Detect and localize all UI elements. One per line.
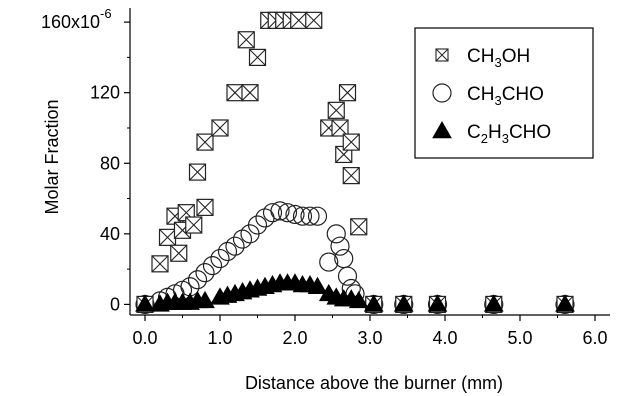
data-point	[262, 203, 283, 223]
data-point	[241, 84, 259, 102]
data-point	[393, 294, 414, 312]
x-tick-label: 5.0	[507, 328, 532, 348]
data-point	[307, 276, 328, 295]
data-point	[331, 119, 349, 137]
data-point	[290, 11, 308, 29]
data-point	[232, 229, 253, 249]
data-point	[337, 266, 358, 286]
data-point	[555, 294, 575, 312]
data-point	[135, 294, 155, 312]
x-axis-label: Distance above the burner (mm)	[245, 373, 503, 393]
chart-marks	[135, 11, 575, 315]
data-point	[185, 216, 203, 234]
chart-legend: CH3OH CH3CHO C2H3CHO	[414, 27, 594, 159]
data-point	[225, 236, 245, 256]
data-point	[338, 84, 357, 102]
data-point	[348, 290, 369, 309]
data-point	[342, 167, 360, 185]
data-point	[158, 228, 177, 246]
data-point	[188, 163, 207, 181]
data-point	[292, 206, 313, 226]
legend-entry: C2H3CHO	[467, 122, 551, 146]
data-point	[327, 101, 345, 119]
x-tick-label: 1.0	[207, 328, 232, 348]
data-point	[330, 236, 350, 256]
data-point	[210, 248, 230, 269]
series-C2H3CHO	[135, 273, 575, 312]
data-point	[277, 203, 298, 223]
data-point	[270, 201, 290, 221]
data-point	[307, 206, 328, 226]
data-point	[350, 218, 368, 236]
y-axis-label: Molar Fraction	[42, 99, 62, 214]
y-tick-label: 160x10	[41, 12, 100, 32]
data-point	[226, 84, 244, 102]
y-tick-label: 80	[100, 153, 120, 173]
data-point	[305, 11, 323, 29]
data-point	[342, 133, 360, 151]
y-tick-label: 0	[110, 294, 120, 314]
x-tick-label: 4.0	[432, 328, 457, 348]
legend-marker	[432, 83, 452, 103]
data-point	[195, 290, 215, 309]
legend-entry: CH3CHO	[467, 84, 544, 108]
data-point	[363, 294, 384, 312]
data-point	[196, 133, 214, 151]
data-point	[202, 255, 223, 276]
chart-axes: 0.0 1.0 2.0 3.0 4.0 5.0 6.0 0 40 80 120 160x10 -6	[41, 6, 610, 348]
data-point	[247, 215, 268, 235]
data-point	[237, 31, 255, 49]
x-tick-label: 3.0	[357, 328, 382, 348]
data-point	[483, 294, 504, 312]
data-point	[248, 48, 267, 67]
legend-entry: CH3OH	[467, 46, 530, 70]
data-point	[195, 263, 215, 283]
data-point	[326, 224, 346, 244]
x-tick-label: 2.0	[282, 328, 307, 348]
legend-marker	[435, 48, 449, 62]
data-point	[170, 244, 188, 262]
data-point	[427, 294, 448, 312]
y-tick-label: 120	[90, 83, 120, 103]
data-point	[285, 204, 305, 225]
y-exponent-label: -6	[100, 6, 112, 21]
data-point	[187, 270, 208, 290]
series-CH3OH	[136, 11, 574, 314]
data-point	[300, 206, 320, 226]
data-point	[151, 255, 169, 273]
data-point	[211, 119, 229, 137]
data-point	[196, 198, 214, 216]
x-tick-label: 0.0	[132, 328, 157, 348]
legend-marker	[432, 120, 452, 139]
x-tick-label: 6.0	[582, 328, 607, 348]
y-tick-label: 40	[100, 224, 120, 244]
data-point	[217, 241, 238, 262]
data-point	[319, 252, 339, 272]
